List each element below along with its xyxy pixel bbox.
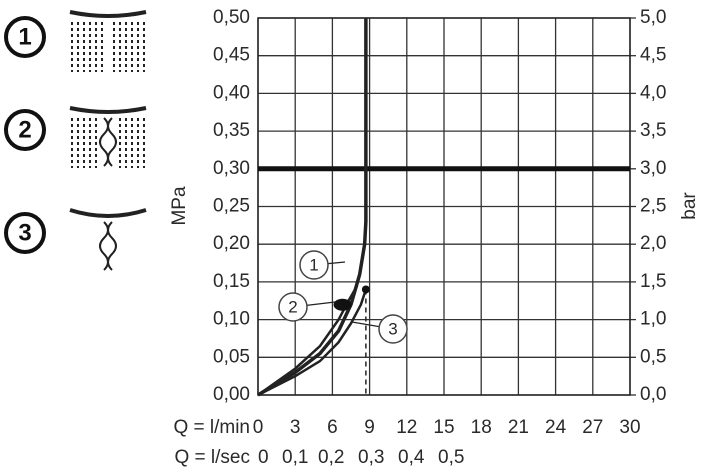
legend-circle (4, 212, 46, 254)
x-tick-label: 12 (396, 417, 417, 438)
y-tick-label: 0,25 (213, 196, 250, 217)
x-tick-label: 9 (364, 417, 375, 438)
x2-tick-label: 0,3 (358, 447, 384, 468)
end-dot (361, 285, 370, 294)
y-tick-label: 0,10 (213, 309, 250, 330)
x-tick-label: 3 (290, 417, 301, 438)
legend-circle (4, 109, 46, 151)
callout-circle (378, 314, 408, 344)
callout-label: 1 (309, 255, 318, 274)
y-tick-label: 0,35 (213, 120, 250, 141)
y-tick-label: 0,40 (213, 82, 250, 103)
x-tick-label: 6 (327, 417, 338, 438)
x-tick-label: 24 (545, 417, 567, 438)
x-tick-label: 18 (471, 417, 492, 438)
y-tick-label: 0,45 (213, 45, 250, 66)
legend-label: 2 (18, 116, 31, 143)
y2-tick-label: 0,5 (640, 346, 666, 367)
callout-circle (278, 292, 308, 322)
x-axis-label: Q = l/min (173, 417, 250, 438)
y-tick-label: 0,50 (213, 7, 250, 28)
legend-label: 3 (18, 219, 31, 246)
legend-circle (4, 16, 46, 58)
x-tick-label: 0 (253, 417, 264, 438)
y-tick-label: 0,00 (213, 384, 250, 405)
y2-tick-label: 2,0 (640, 233, 666, 254)
callout-label: 2 (288, 297, 297, 316)
x2-tick-label: 0,4 (398, 447, 425, 468)
y2-tick-label: 3,5 (640, 120, 666, 141)
x-tick-label: 27 (582, 417, 603, 438)
y-tick-label: 0,15 (213, 271, 250, 292)
callout-circle (299, 250, 329, 280)
plot-frame (257, 17, 631, 396)
legend-icons (69, 10, 147, 271)
y2-tick-label: 5,0 (640, 7, 666, 28)
y2-tick-label: 1,0 (640, 309, 666, 330)
y2-tick-label: 3,0 (640, 158, 666, 179)
y-tick-label: 0,30 (213, 158, 250, 179)
x2-tick-label: 0 (258, 447, 269, 468)
x2-tick-label: 0,1 (282, 447, 308, 468)
y-tick-label: 0,20 (213, 233, 250, 254)
y2-tick-label: 4,5 (640, 45, 666, 66)
x-tick-label: 15 (433, 417, 454, 438)
x2-axis-label: Q = l/sec (175, 447, 251, 468)
y2-axis-label: bar (679, 192, 700, 220)
y-tick-label: 0,05 (213, 346, 250, 367)
y2-tick-label: 1,5 (640, 271, 666, 292)
y2-tick-label: 0,0 (640, 384, 666, 405)
callout-label: 3 (388, 319, 397, 338)
y2-tick-label: 2,5 (640, 196, 666, 217)
end-dot (333, 298, 352, 311)
x-tick-label: 30 (619, 417, 640, 438)
x2-tick-label: 0,2 (318, 447, 344, 468)
y-axis-label: MPa (169, 186, 190, 226)
x-tick-label: 21 (508, 417, 529, 438)
y2-tick-label: 4,0 (640, 82, 666, 103)
x2-tick-label: 0,5 (438, 447, 464, 468)
series-line (257, 289, 368, 397)
legend-label: 1 (18, 23, 31, 50)
series-line (257, 285, 359, 397)
